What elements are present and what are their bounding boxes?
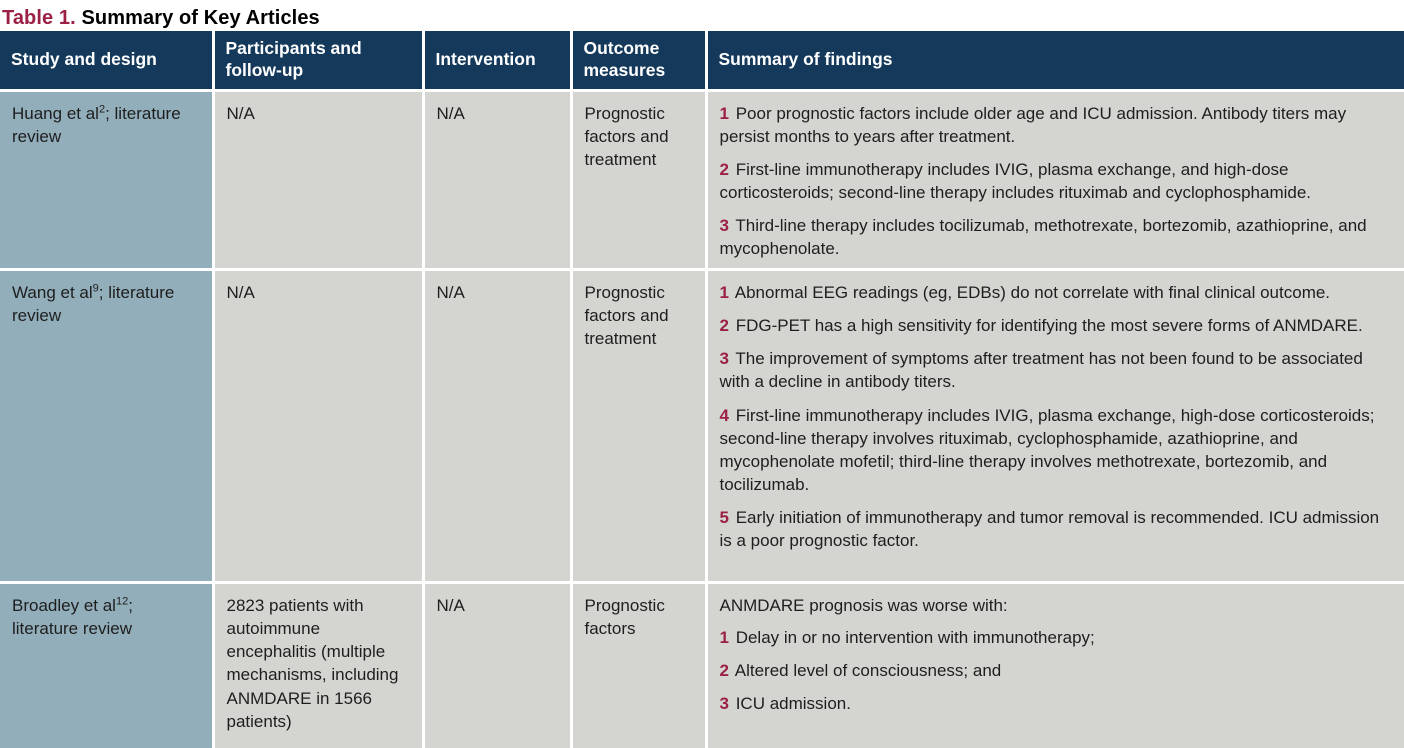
reference-superscript: 9: [92, 282, 99, 295]
finding-number: 1: [719, 628, 729, 648]
table-head: Study and design Participants and follow-…: [0, 29, 1404, 92]
column-header-intervention: Intervention: [421, 29, 573, 92]
finding-text: Abnormal EEG readings (eg, EDBs) do not …: [730, 283, 1331, 303]
findings-intro: ANMDARE prognosis was worse with:: [719, 596, 1008, 616]
finding-item: 1 Delay in or no intervention with immun…: [720, 626, 1397, 649]
finding-number: 1: [719, 103, 729, 123]
finding-number: 2: [719, 661, 729, 681]
finding-text: First-line immunotherapy includes IVIG, …: [719, 405, 1375, 494]
study-design: ; literature review: [12, 596, 133, 639]
finding-item: 2 FDG-PET has a high sensitivity for ide…: [720, 314, 1397, 337]
intervention-cell: N/A: [421, 581, 573, 748]
finding-number: 4: [719, 405, 729, 425]
finding-number: 3: [719, 215, 729, 235]
outcome-measures-cell: Prognostic factors: [569, 581, 708, 748]
finding-number: 5: [719, 508, 729, 528]
finding-item: 2 First-line immunotherapy includes IVIG…: [720, 158, 1397, 204]
finding-item: 5 Early initiation of immunotherapy and …: [720, 506, 1397, 552]
column-header-participants-and-follow-up: Participants and follow-up: [211, 29, 425, 92]
finding-number: 2: [719, 316, 729, 336]
finding-text: First-line immunotherapy includes IVIG, …: [719, 159, 1312, 202]
finding-text: FDG-PET has a high sensitivity for ident…: [730, 316, 1363, 336]
outcome-measures-cell: Prognostic factors and treatment: [569, 88, 708, 272]
table-row: Broadley et al12; literature review 2823 …: [0, 581, 1404, 748]
finding-text: The improvement of symptoms after treatm…: [719, 349, 1363, 392]
finding-number: 1: [719, 283, 729, 303]
reference-superscript: 12: [115, 595, 129, 608]
column-header-study-and-design: Study and design: [0, 29, 215, 92]
participants-cell: 2823 patients with autoimmune encephalit…: [211, 581, 425, 748]
finding-text: Third-line therapy includes tocilizumab,…: [719, 215, 1367, 259]
study-and-design-cell: Broadley et al12; literature review: [0, 581, 215, 748]
summary-of-findings-cell: 1 Abnormal EEG readings (eg, EDBs) do no…: [704, 268, 1404, 585]
intervention-cell: N/A: [421, 88, 573, 272]
table-row: Huang et al2; literature review N/A N/A Pro…: [0, 88, 1404, 272]
finding-item: 1 Poor prognostic factors include older …: [720, 102, 1397, 148]
study-design: ; literature review: [12, 283, 175, 326]
table-title-text: Summary of Key Articles: [75, 7, 320, 29]
table-row: Wang et al9; literature review N/A N/A Prog…: [0, 268, 1404, 585]
finding-item: 3 Third-line therapy includes tocilizuma…: [720, 214, 1397, 260]
participants-cell: N/A: [211, 88, 425, 272]
summary-of-key-articles-table: Study and design Participants and follow-…: [0, 29, 1404, 748]
reference-superscript: 2: [98, 102, 106, 115]
finding-text: Delay in or no intervention with immunot…: [730, 628, 1095, 648]
study-and-design-cell: Wang et al9; literature review: [0, 268, 215, 585]
finding-number: 3: [719, 349, 729, 369]
study-and-design-cell: Huang et al2; literature review: [0, 88, 215, 272]
summary-of-findings-cell: ANMDARE prognosis was worse with: 1 Delay…: [704, 581, 1404, 748]
column-header-summary-of-findings: Summary of findings: [704, 29, 1404, 92]
finding-number: 2: [719, 159, 729, 179]
study-name: Huang et al: [12, 103, 99, 123]
intervention-cell: N/A: [421, 268, 573, 585]
finding-item: 1 Abnormal EEG readings (eg, EDBs) do no…: [720, 281, 1397, 304]
outcome-measures-cell: Prognostic factors and treatment: [569, 268, 708, 585]
finding-item: 2 Altered level of consciousness; and: [720, 659, 1397, 682]
finding-number: 3: [719, 694, 729, 714]
header-row: Study and design Participants and follow-…: [0, 29, 1404, 92]
table-title: Table 1. Summary of Key Articles: [0, 0, 1404, 31]
finding-text: Early initiation of immunotherapy and tu…: [719, 508, 1380, 551]
study-design: ; literature review: [12, 103, 181, 146]
study-name: Wang et al: [12, 283, 93, 303]
finding-text: ICU admission.: [730, 694, 851, 714]
finding-item: 3 ICU admission.: [720, 692, 1397, 715]
participants-cell: N/A: [211, 268, 425, 585]
finding-item: 3 The improvement of symptoms after trea…: [720, 347, 1397, 393]
finding-item: 4 First-line immunotherapy includes IVIG…: [720, 404, 1397, 496]
finding-text: Poor prognostic factors include older ag…: [719, 103, 1347, 146]
table-body: Huang et al2; literature review N/A N/A Pro…: [0, 88, 1404, 748]
summary-of-findings-cell: 1 Poor prognostic factors include older …: [704, 88, 1404, 272]
column-header-outcome-measures: Outcome measures: [569, 29, 708, 92]
table-title-label: Table 1.: [2, 7, 76, 29]
study-name: Broadley et al: [12, 596, 116, 616]
finding-text: Altered level of consciousness; and: [730, 661, 1002, 681]
